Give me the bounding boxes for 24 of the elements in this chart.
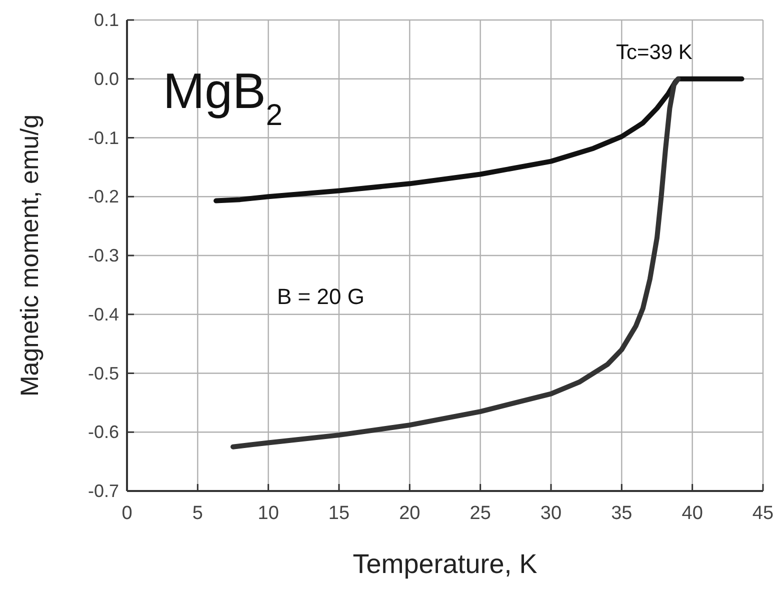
y-tick-label: -0.4 xyxy=(88,304,119,324)
y-tick-label: 0.0 xyxy=(94,68,119,89)
annotation: B = 20 G xyxy=(277,284,364,309)
x-tick-label: 45 xyxy=(752,503,774,524)
y-tick-label: -0.6 xyxy=(88,422,119,442)
x-tick-label: 5 xyxy=(192,503,203,524)
y-tick-label: 0.1 xyxy=(94,10,119,30)
x-tick-label: 15 xyxy=(328,503,350,524)
x-tick-label: 30 xyxy=(540,503,562,524)
x-tick-label: 25 xyxy=(470,503,491,524)
y-tick-label: -0.5 xyxy=(88,363,119,384)
annotation: Tc=39 K xyxy=(616,40,692,64)
x-tick-label: 10 xyxy=(258,503,279,524)
annotation: MgB$_{2}$ xyxy=(163,63,282,132)
x-tick-label: 35 xyxy=(611,503,632,524)
x-axis-title: Temperature, K xyxy=(352,549,538,579)
y-tick-label: -0.3 xyxy=(88,246,119,266)
y-tick-label: -0.7 xyxy=(88,481,119,501)
x-tick-label: 0 xyxy=(122,503,132,524)
y-tick-label: -0.2 xyxy=(88,186,119,207)
x-tick-label: 20 xyxy=(399,503,420,524)
x-tick-label: 40 xyxy=(682,503,703,524)
y-axis-title: Magnetic moment, emu/g xyxy=(16,114,44,397)
y-tick-label: -0.1 xyxy=(88,128,119,148)
